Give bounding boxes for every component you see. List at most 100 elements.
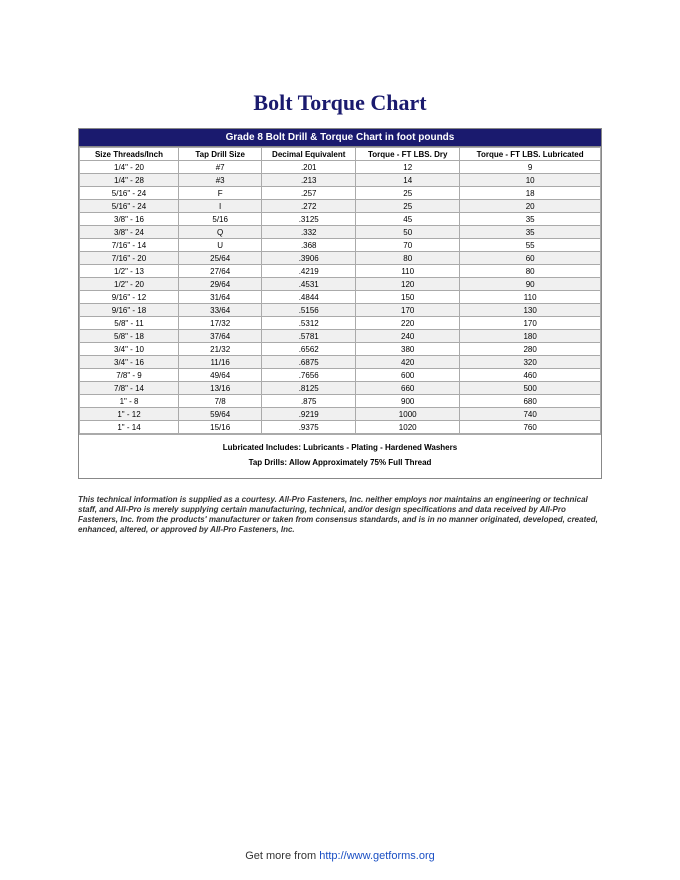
table-cell: 680 [460, 395, 601, 408]
table-cell: .9375 [262, 421, 356, 434]
table-cell: Q [178, 226, 261, 239]
table-cell: #7 [178, 161, 261, 174]
table-cell: F [178, 187, 261, 200]
table-cell: .5312 [262, 317, 356, 330]
table-cell: .4219 [262, 265, 356, 278]
table-cell: 3/8" - 16 [80, 213, 179, 226]
table-cell: .332 [262, 226, 356, 239]
table-cell: 31/64 [178, 291, 261, 304]
table-cell: 120 [356, 278, 460, 291]
table-row: 3/8" - 165/16.31254535 [80, 213, 601, 226]
footer-link[interactable]: http://www.getforms.org [319, 850, 435, 862]
table-cell: 17/32 [178, 317, 261, 330]
table-cell: 1020 [356, 421, 460, 434]
table-cell: 1" - 14 [80, 421, 179, 434]
table-row: 5/8" - 1837/64.5781240180 [80, 330, 601, 343]
table-row: 7/8" - 949/64.7656600460 [80, 369, 601, 382]
table-cell: 5/16" - 24 [80, 187, 179, 200]
table-cell: 110 [356, 265, 460, 278]
table-cell: 18 [460, 187, 601, 200]
table-cell: .8125 [262, 382, 356, 395]
table-cell: 27/64 [178, 265, 261, 278]
table-cell: .4844 [262, 291, 356, 304]
table-cell: 9/16" - 18 [80, 304, 179, 317]
table-cell: 150 [356, 291, 460, 304]
table-cell: 13/16 [178, 382, 261, 395]
torque-chart: Grade 8 Bolt Drill & Torque Chart in foo… [78, 128, 602, 479]
table-cell: #3 [178, 174, 261, 187]
table-cell: 3/8" - 24 [80, 226, 179, 239]
table-row: 1" - 1415/16.93751020760 [80, 421, 601, 434]
page: Bolt Torque Chart Grade 8 Bolt Drill & T… [0, 0, 680, 535]
table-cell: 280 [460, 343, 601, 356]
page-title: Bolt Torque Chart [78, 90, 602, 116]
col-header: Size Threads/Inch [80, 148, 179, 161]
table-cell: 740 [460, 408, 601, 421]
note-line: Lubricated Includes: Lubricants - Platin… [85, 442, 595, 454]
table-body: 1/4" - 20#7.2011291/4" - 28#3.21314105/1… [80, 161, 601, 434]
table-cell: 5/8" - 11 [80, 317, 179, 330]
table-cell: 59/64 [178, 408, 261, 421]
table-cell: 170 [356, 304, 460, 317]
table-header-row: Size Threads/Inch Tap Drill Size Decimal… [80, 148, 601, 161]
table-cell: 380 [356, 343, 460, 356]
table-cell: U [178, 239, 261, 252]
page-footer: Get more from http://www.getforms.org [0, 850, 680, 862]
table-cell: 1000 [356, 408, 460, 421]
table-cell: .368 [262, 239, 356, 252]
table-cell: 50 [356, 226, 460, 239]
table-cell: 1/2" - 20 [80, 278, 179, 291]
table-cell: 170 [460, 317, 601, 330]
table-row: 9/16" - 1231/64.4844150110 [80, 291, 601, 304]
table-cell: 1" - 12 [80, 408, 179, 421]
table-cell: 500 [460, 382, 601, 395]
table-cell: .5156 [262, 304, 356, 317]
table-cell: 240 [356, 330, 460, 343]
table-row: 9/16" - 1833/64.5156170130 [80, 304, 601, 317]
table-row: 5/16" - 24F.2572518 [80, 187, 601, 200]
table-cell: 130 [460, 304, 601, 317]
table-cell: .7656 [262, 369, 356, 382]
table-cell: .3906 [262, 252, 356, 265]
table-cell: 5/8" - 18 [80, 330, 179, 343]
table-cell: 900 [356, 395, 460, 408]
table-row: 1" - 87/8.875900680 [80, 395, 601, 408]
table-cell: 25 [356, 187, 460, 200]
table-cell: 1" - 8 [80, 395, 179, 408]
table-cell: 7/16" - 20 [80, 252, 179, 265]
table-row: 7/16" - 2025/64.39068060 [80, 252, 601, 265]
table-cell: .213 [262, 174, 356, 187]
table-cell: 420 [356, 356, 460, 369]
table-cell: .875 [262, 395, 356, 408]
table-cell: 3/4" - 16 [80, 356, 179, 369]
table-cell: 7/16" - 14 [80, 239, 179, 252]
table-row: 1/4" - 20#7.201129 [80, 161, 601, 174]
table-cell: 110 [460, 291, 601, 304]
table-cell: 7/8" - 9 [80, 369, 179, 382]
table-cell: 9 [460, 161, 601, 174]
table-cell: 33/64 [178, 304, 261, 317]
table-cell: 90 [460, 278, 601, 291]
table-cell: 35 [460, 226, 601, 239]
table-row: 3/4" - 1611/16.6875420320 [80, 356, 601, 369]
col-header: Decimal Equivalent [262, 148, 356, 161]
table-cell: .3125 [262, 213, 356, 226]
table-cell: .257 [262, 187, 356, 200]
table-cell: 70 [356, 239, 460, 252]
note-line: Tap Drills: Allow Approximately 75% Full… [85, 457, 595, 469]
table-cell: .5781 [262, 330, 356, 343]
table-cell: 180 [460, 330, 601, 343]
table-cell: 12 [356, 161, 460, 174]
table-cell: 80 [460, 265, 601, 278]
table-cell: 660 [356, 382, 460, 395]
table-cell: .272 [262, 200, 356, 213]
table-cell: 10 [460, 174, 601, 187]
table-cell: 9/16" - 12 [80, 291, 179, 304]
table-row: 7/16" - 14U.3687055 [80, 239, 601, 252]
table-cell: .6875 [262, 356, 356, 369]
table-cell: 1/2" - 13 [80, 265, 179, 278]
table-row: 1" - 1259/64.92191000740 [80, 408, 601, 421]
table-row: 3/4" - 1021/32.6562380280 [80, 343, 601, 356]
table-cell: 80 [356, 252, 460, 265]
table-cell: 7/8" - 14 [80, 382, 179, 395]
